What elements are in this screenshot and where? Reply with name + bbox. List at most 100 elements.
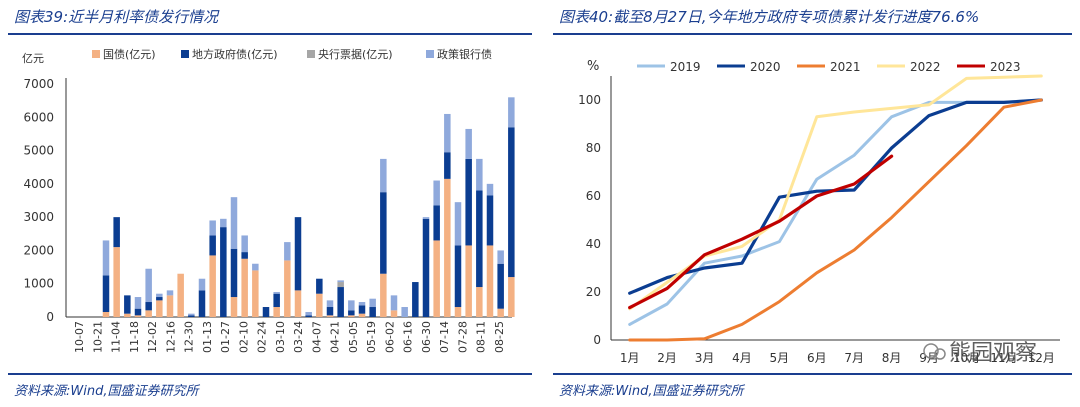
right-x-tick-label: 5月 — [770, 351, 790, 365]
left-bar-segment — [294, 217, 302, 291]
left-bar-segment — [486, 195, 494, 246]
left-bar-segment — [454, 202, 462, 246]
right-y-unit: % — [587, 59, 599, 74]
left-x-tick-label: 11-04 — [110, 321, 123, 353]
left-bar-segment — [486, 245, 494, 317]
left-y-tick-label: 6000 — [23, 110, 54, 124]
left-bar-segment — [230, 248, 238, 298]
left-bar-segment — [113, 217, 120, 248]
left-bar-segment — [348, 315, 355, 317]
right-y-tick-label: 100 — [578, 93, 601, 107]
left-legend-label: 地方政府债(亿元) — [192, 47, 278, 61]
left-bar-segment — [497, 308, 504, 317]
left-bar-segment — [412, 282, 419, 317]
left-bar-segment — [465, 158, 472, 246]
left-x-tick-label: 03-10 — [274, 321, 287, 353]
left-y-tick-label: 2000 — [23, 243, 54, 257]
left-legend-swatch — [426, 50, 434, 58]
right-legend-label: 2020 — [750, 60, 781, 74]
left-x-tick-label: 02-24 — [256, 321, 269, 353]
left-bar-segment — [209, 235, 216, 256]
left-bar-segment — [198, 278, 206, 291]
left-bar-segment — [273, 292, 280, 294]
left-bar-segment — [326, 315, 334, 317]
watermark-text: 熊园观察 — [949, 341, 1037, 366]
left-bar-segment — [262, 307, 270, 317]
left-bar-segment — [380, 158, 387, 193]
left-x-tick-label: 01-13 — [201, 321, 214, 353]
left-bar-segment — [497, 263, 504, 309]
left-bar-segment — [156, 293, 163, 298]
left-legend-label: 国债(亿元) — [103, 47, 156, 61]
left-y-tick-label: 1000 — [23, 277, 54, 291]
left-bar-segment — [444, 178, 451, 317]
left-bar-segment — [337, 280, 344, 283]
right-legend-label: 2021 — [830, 60, 861, 74]
series-line-2023 — [628, 154, 894, 310]
left-bar-segment — [156, 300, 163, 317]
left-x-tick-label: 12-16 — [164, 321, 177, 353]
right-x-tick-label: 3月 — [695, 351, 715, 365]
left-bar-segment — [209, 220, 216, 236]
left-x-tick-label: 06-02 — [383, 321, 396, 353]
left-source-note: 资料来源:Wind,国盛证券研究所 — [14, 384, 199, 399]
left-bar-segment — [454, 245, 462, 308]
left-bar-segment — [166, 290, 174, 296]
left-x-tick-label: 03-24 — [292, 321, 305, 353]
left-x-tick-label: 07-28 — [456, 321, 469, 353]
left-bar-segment — [444, 152, 451, 179]
left-x-tick-label: 08-25 — [493, 321, 506, 353]
left-x-tick-label: 08-11 — [475, 321, 488, 353]
left-x-tick-label: 12-02 — [146, 321, 159, 353]
left-y-tick-label: 5000 — [23, 144, 54, 158]
right-x-tick-label: 11月 — [990, 351, 1017, 365]
left-bar-segment — [241, 258, 248, 317]
left-x-tick-label: 12-30 — [183, 321, 196, 353]
left-bar-segment — [486, 183, 494, 196]
left-x-tick-label: 11-18 — [128, 321, 141, 353]
left-chart-title: 图表39:近半月利率债发行情况 — [14, 8, 219, 26]
left-bar-segment — [476, 287, 483, 317]
right-x-tick-label: 6月 — [807, 351, 827, 365]
wechat-icon-small — [934, 348, 946, 360]
left-bar-segment — [326, 300, 334, 308]
right-x-tick-label: 12月 — [1028, 351, 1055, 365]
left-bar-segment — [124, 313, 131, 317]
left-x-tick-label: 05-19 — [365, 321, 378, 353]
right-chart-panel: 图表40:截至8月27日,今年地方政府专项债累计发行进度76.6% % 0 20 40… — [545, 0, 1080, 407]
left-source-rule — [8, 373, 532, 375]
left-bar-segment — [454, 307, 462, 317]
left-x-tick-label: 06-30 — [420, 321, 433, 353]
left-bar-segment — [358, 302, 366, 306]
left-bar-segment — [134, 315, 142, 317]
right-x-tick-label: 4月 — [732, 351, 752, 365]
left-x-tick-label: 07-14 — [438, 321, 451, 353]
left-bar-segment — [337, 287, 344, 317]
right-y-tick-label: 20 — [586, 285, 601, 299]
left-legend-swatch — [307, 50, 315, 58]
left-bar-segment — [294, 290, 302, 317]
left-bar-segment — [358, 305, 366, 314]
left-bar-segment — [273, 293, 280, 308]
left-x-tick-label: 06-16 — [402, 321, 415, 353]
left-bar-segment — [348, 300, 355, 311]
series-line-2022 — [628, 74, 1043, 311]
left-bar-segment — [241, 252, 248, 259]
left-bar-segment — [497, 250, 504, 264]
right-legend-label: 2023 — [990, 60, 1021, 74]
wechat-icon — [923, 343, 939, 359]
left-bar-segment — [422, 217, 430, 219]
left-x-tick-label: 10-21 — [91, 321, 104, 353]
left-x-tick-label: 10-07 — [73, 321, 86, 353]
left-bar-segment — [465, 128, 472, 159]
left-bar-segment — [369, 298, 376, 308]
right-y-tick-label: 0 — [593, 333, 601, 347]
left-bar-segment — [433, 240, 440, 317]
left-bar-segment — [252, 270, 259, 317]
left-bar-segment — [326, 307, 334, 316]
left-bar-segment — [508, 127, 515, 278]
series-line-2021 — [628, 98, 1043, 342]
left-x-tick-label: 04-07 — [310, 321, 323, 353]
left-bar-segment — [476, 190, 483, 288]
